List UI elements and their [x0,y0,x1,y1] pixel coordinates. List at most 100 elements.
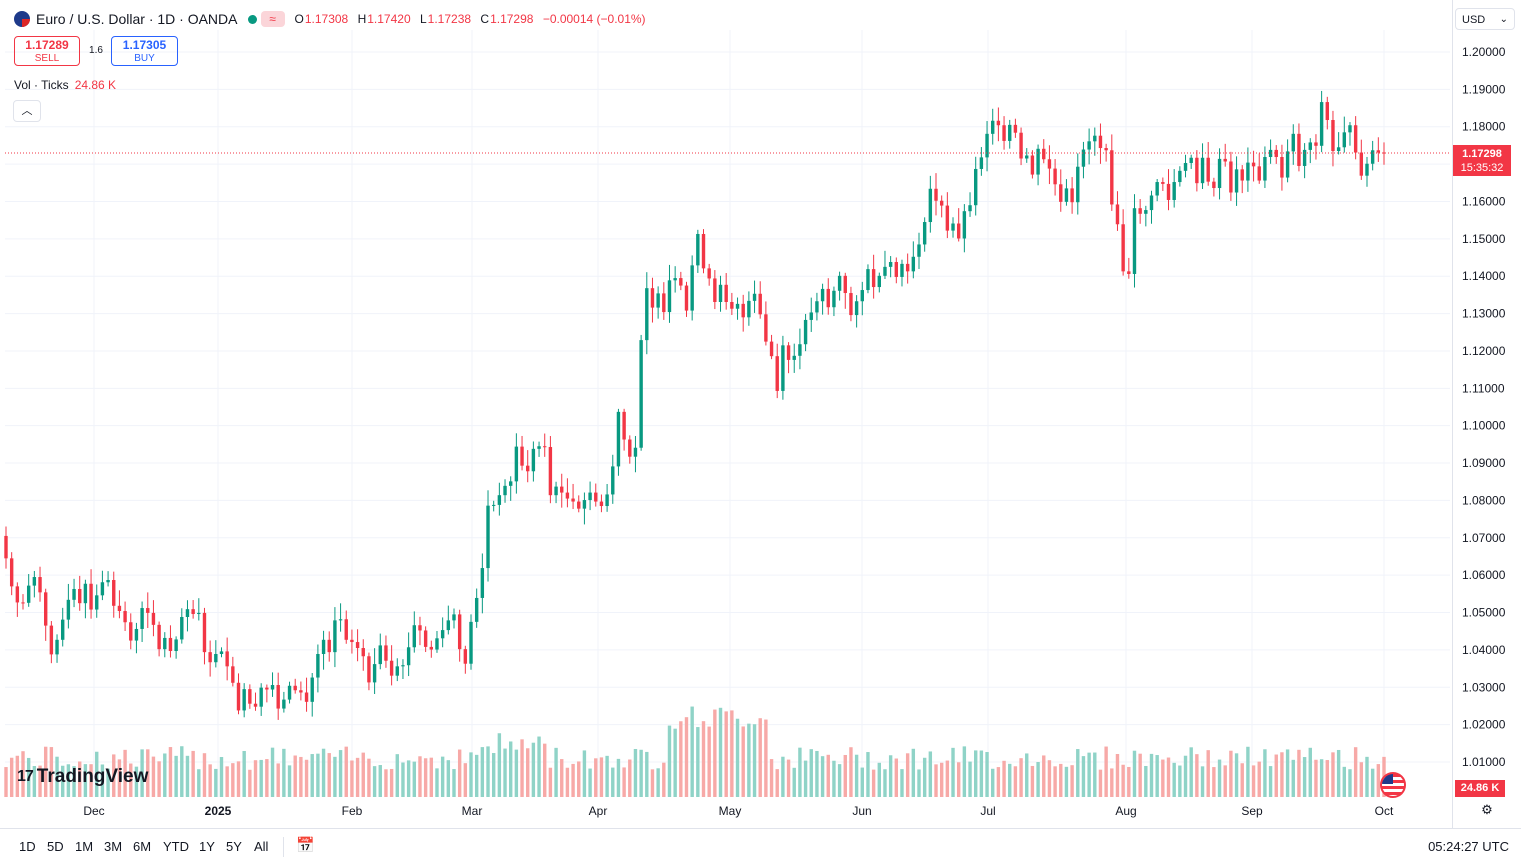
volume-bar [548,767,553,797]
volume-bar [1166,757,1171,797]
volume-bar [469,752,473,797]
volume-bar [1251,765,1256,797]
candle-body [724,284,728,302]
volume-bar [83,764,88,797]
price-chart[interactable]: 1.200001.190001.180001.170001.160001.150… [0,0,1521,828]
volume-bar [117,759,122,797]
open-value: 1.17308 [304,12,349,26]
candle-body [974,168,978,206]
timeframe-3m[interactable]: 3M [104,839,123,854]
volume-bar [974,750,978,797]
timeframe-all[interactable]: All [254,839,269,854]
timeframe-1y[interactable]: 1Y [199,839,215,854]
candle-body [1370,150,1375,164]
volume-bar [520,739,524,797]
candle-body [1217,158,1222,189]
volume-bar [752,724,757,797]
high-label: H [357,12,367,26]
buy-button[interactable]: 1.17305 BUY [111,36,178,66]
candle-body [917,244,921,257]
candle-body [1047,159,1052,169]
volume-bar [1280,752,1284,797]
candle-body [1161,182,1165,184]
volume-bar [531,742,536,797]
candle-body [367,656,371,683]
candle-body [480,568,485,598]
volume-bar [66,764,71,797]
candle-body [293,685,297,691]
candle-body [4,535,8,559]
volume-bar [1308,747,1312,797]
timeframe-1d[interactable]: 1D [19,839,36,854]
candle-body [395,666,399,676]
volume-legend[interactable]: Vol · Ticks 24.86 K [14,78,116,92]
x-tick-label: Dec [83,804,104,818]
volume-bar [1257,761,1261,797]
x-tick-label: Jul [980,804,995,818]
candle-body [945,205,950,231]
close-label: C [480,12,490,26]
candle-body [1240,169,1244,181]
candle-body [1104,148,1108,151]
candle-body [650,288,655,308]
candle-body [560,486,564,493]
timeframe-5d[interactable]: 5D [47,839,64,854]
candle-body [1030,155,1035,175]
volume-bar [832,760,836,797]
volume-bar [679,721,683,797]
volume-bar [639,749,643,797]
timeframe-5y[interactable]: 5Y [226,839,242,854]
candle-body [225,651,229,667]
candle-body [208,652,212,663]
gear-icon[interactable]: ⚙ [1481,802,1493,817]
volume-bar [191,750,195,797]
candle-body [679,278,683,286]
data-badge[interactable]: ≈ [260,11,285,27]
candle-body [26,585,31,603]
open-label: O [294,12,304,26]
candle-body [577,501,581,509]
volume-bar [565,767,570,797]
candle-body [616,411,621,467]
volume-bar [1240,763,1244,797]
volume-bar [1331,752,1335,797]
currency-select[interactable]: USD ⌄ [1455,8,1515,30]
candle-body [1059,184,1063,202]
timeframe-1m[interactable]: 1M [75,839,94,854]
chevron-up-icon[interactable]: ︿ [13,100,41,122]
volume-bar [633,748,638,797]
candle-body [1002,125,1006,141]
candle-body [922,222,927,245]
volume-bar [248,769,252,797]
volume-bar [112,754,116,797]
utc-clock[interactable]: 05:24:27 UTC [1428,839,1509,854]
candle-body [508,481,513,486]
timeframe-6m[interactable]: 6M [133,839,152,854]
tradingview-logo[interactable]: 17 TradingView [17,765,148,789]
timeframe-ytd[interactable]: YTD [163,839,189,854]
candle-body [1342,132,1347,148]
volume-bar [1325,760,1329,797]
candle-body [378,645,382,665]
volume-bar [735,718,740,797]
volume-bar [146,749,150,797]
volume-bar [1376,764,1381,797]
candle-body [1365,163,1369,176]
volume-bar [605,755,609,797]
calendar-icon[interactable]: 📅 [296,837,315,854]
last-price-label: 1.17298 15:35:32 [1453,145,1511,176]
candle-body [543,446,547,448]
volume-bar [1064,766,1069,797]
candle-body [1291,133,1295,152]
candle-body [1246,162,1250,181]
bar-countdown: 15:35:32 [1460,162,1504,174]
volume-bar [526,748,530,797]
candle-body [645,288,649,341]
us-flag-icon[interactable] [1380,772,1406,798]
volume-bar [1246,746,1250,797]
symbol-title[interactable]: Euro / U.S. Dollar · 1D · OANDA [36,11,238,27]
volume-bar [26,757,31,797]
y-tick-label: 1.03000 [1462,680,1506,694]
candle-body [883,266,887,276]
sell-button[interactable]: 1.17289 SELL [14,36,80,66]
